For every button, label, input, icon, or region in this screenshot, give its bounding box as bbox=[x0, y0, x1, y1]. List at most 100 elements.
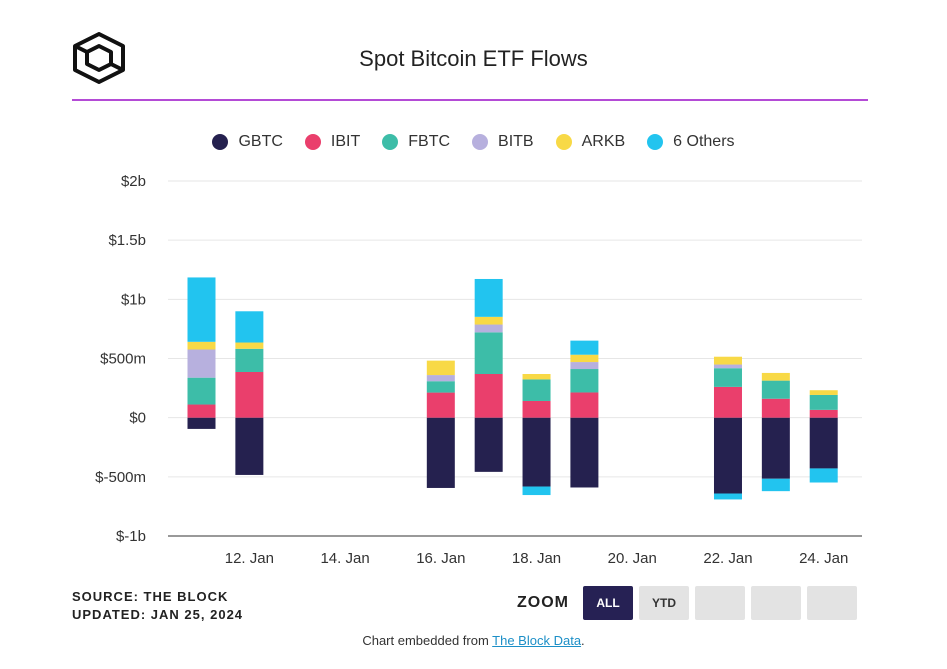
zoom-blank-button[interactable] bbox=[807, 586, 857, 620]
legend-swatch-icon bbox=[647, 134, 664, 150]
bar-bitb-17 bbox=[474, 324, 503, 333]
bar-gbtc-11 bbox=[187, 417, 216, 429]
title-divider bbox=[72, 99, 868, 101]
bar-6-others-17 bbox=[474, 278, 503, 317]
the-block-data-link[interactable]: The Block Data bbox=[492, 633, 582, 648]
bar-fbtc-24 bbox=[809, 394, 838, 410]
bar-fbtc-12 bbox=[235, 348, 264, 372]
zoom-ytd-button[interactable]: YTD bbox=[639, 586, 689, 620]
legend-label: IBIT bbox=[330, 133, 361, 150]
y-tick-label: $1b bbox=[121, 291, 146, 308]
bar-ibit-24 bbox=[809, 409, 838, 418]
bar-bitb-16 bbox=[426, 375, 455, 382]
bar-bitb-11 bbox=[187, 349, 216, 378]
source-note: SOURCE: THE BLOCK UPDATED: JAN 25, 2024 bbox=[72, 588, 243, 624]
bar-fbtc-17 bbox=[474, 332, 503, 375]
bar-gbtc-16 bbox=[426, 417, 455, 488]
bar-bitb-19 bbox=[570, 362, 599, 370]
bar-gbtc-22 bbox=[713, 417, 742, 494]
chart-legend: GBTC IBIT FBTC BITB ARKB 6 Others bbox=[0, 133, 947, 151]
zoom-label: ZOOM bbox=[517, 594, 569, 611]
embed-footer: Chart embedded from The Block Data. bbox=[0, 633, 947, 648]
y-tick-label: $-1b bbox=[116, 528, 146, 545]
legend-item-arkb[interactable]: ARKB bbox=[555, 133, 626, 151]
legend-item-gbtc[interactable]: GBTC bbox=[212, 133, 283, 151]
bar-ibit-16 bbox=[426, 392, 455, 418]
bar-ibit-18 bbox=[522, 400, 551, 418]
bar-ibit-17 bbox=[474, 374, 503, 418]
bar-arkb-16 bbox=[426, 360, 455, 376]
y-tick-label: $0 bbox=[129, 410, 146, 427]
bar-6-others-19 bbox=[570, 340, 599, 355]
source-line: SOURCE: THE BLOCK bbox=[72, 589, 229, 604]
bar-gbtc-19 bbox=[570, 417, 599, 488]
bar-arkb-19 bbox=[570, 354, 599, 363]
bar-ibit-22 bbox=[713, 386, 742, 418]
y-tick-label: $1.5b bbox=[108, 232, 146, 249]
legend-item-6-others[interactable]: 6 Others bbox=[647, 133, 735, 151]
x-tick-label: 24. Jan bbox=[799, 550, 848, 567]
bar-bitb-22 bbox=[713, 364, 742, 369]
legend-item-ibit[interactable]: IBIT bbox=[304, 133, 361, 151]
bar-gbtc-18 bbox=[522, 417, 551, 487]
x-tick-label: 22. Jan bbox=[703, 550, 752, 567]
bar-gbtc-17 bbox=[474, 417, 503, 472]
legend-label: 6 Others bbox=[673, 133, 735, 150]
bar-6-others-22 bbox=[713, 493, 742, 500]
y-tick-label: $2b bbox=[121, 173, 146, 190]
zoom-blank-button[interactable] bbox=[695, 586, 745, 620]
zoom-controls: ZOOM ALL YTD bbox=[517, 586, 857, 620]
chart-plot: $2b $1.5b $1b $500m $0 $-500m $-1b 12. Jan 14. J… bbox=[95, 173, 862, 567]
legend-label: GBTC bbox=[238, 133, 283, 150]
y-tick-label: $-500m bbox=[95, 469, 146, 486]
bar-gbtc-23 bbox=[761, 417, 790, 479]
footer-suffix: . bbox=[581, 633, 585, 648]
bar-arkb-11 bbox=[187, 341, 216, 350]
bar-ibit-23 bbox=[761, 398, 790, 418]
legend-swatch-icon bbox=[472, 134, 489, 150]
bar-ibit-12 bbox=[235, 371, 264, 418]
legend-label: FBTC bbox=[408, 133, 451, 150]
bar-arkb-12 bbox=[235, 342, 264, 349]
legend-swatch-icon bbox=[382, 134, 399, 150]
bar-fbtc-22 bbox=[713, 368, 742, 387]
bar-fbtc-19 bbox=[570, 369, 599, 393]
bar-6-others-24 bbox=[809, 468, 838, 483]
legend-item-bitb[interactable]: BITB bbox=[472, 133, 534, 151]
zoom-all-button[interactable]: ALL bbox=[583, 586, 633, 620]
legend-item-fbtc[interactable]: FBTC bbox=[382, 133, 450, 151]
bar-arkb-18 bbox=[522, 374, 551, 380]
bar-arkb-17 bbox=[474, 316, 503, 325]
bar-arkb-23 bbox=[761, 372, 790, 381]
legend-label: BITB bbox=[498, 133, 534, 150]
bar-ibit-19 bbox=[570, 392, 599, 418]
x-tick-label: 14. Jan bbox=[320, 550, 369, 567]
x-tick-label: 20. Jan bbox=[608, 550, 657, 567]
updated-line: UPDATED: JAN 25, 2024 bbox=[72, 607, 244, 622]
x-tick-label: 12. Jan bbox=[225, 550, 274, 567]
bar-ibit-11 bbox=[187, 404, 216, 418]
bar-6-others-12 bbox=[235, 311, 264, 343]
chart-title: Spot Bitcoin ETF Flows bbox=[359, 46, 588, 71]
bar-gbtc-24 bbox=[809, 417, 838, 469]
the-block-logo-icon bbox=[73, 32, 125, 84]
bar-6-others-11 bbox=[187, 277, 216, 342]
x-tick-label: 18. Jan bbox=[512, 550, 561, 567]
bar-6-others-18 bbox=[522, 486, 551, 496]
bar-6-others-23 bbox=[761, 478, 790, 492]
bar-fbtc-11 bbox=[187, 377, 216, 405]
bar-arkb-24 bbox=[809, 390, 838, 395]
legend-swatch-icon bbox=[555, 134, 572, 150]
bar-arkb-22 bbox=[713, 356, 742, 365]
x-tick-label: 16. Jan bbox=[416, 550, 465, 567]
footer-text: Chart embedded from bbox=[362, 633, 493, 648]
legend-swatch-icon bbox=[304, 134, 321, 150]
bar-gbtc-12 bbox=[235, 417, 264, 475]
legend-label: ARKB bbox=[581, 133, 626, 150]
y-tick-label: $500m bbox=[100, 351, 146, 368]
bar-fbtc-16 bbox=[426, 381, 455, 393]
zoom-blank-button[interactable] bbox=[751, 586, 801, 620]
bar-fbtc-23 bbox=[761, 380, 790, 399]
bar-fbtc-18 bbox=[522, 379, 551, 401]
legend-swatch-icon bbox=[212, 134, 229, 150]
